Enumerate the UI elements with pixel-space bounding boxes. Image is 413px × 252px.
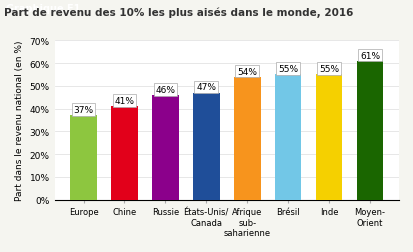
Text: 37%: 37% [73, 106, 93, 115]
Text: Part de revenu des 10% les plus aisés dans le monde, 2016: Part de revenu des 10% les plus aisés da… [4, 8, 353, 18]
Bar [315, 75, 342, 200]
Y-axis label: Part dans le revenu national (en %): Part dans le revenu national (en %) [15, 41, 24, 200]
Bar [274, 75, 301, 200]
Text: 55%: 55% [278, 65, 297, 74]
Text: 55%: 55% [318, 65, 338, 74]
Text: 61%: 61% [359, 51, 379, 60]
Bar [70, 116, 97, 200]
Text: Graphique E1: Graphique E1 [6, 4, 80, 14]
Bar [233, 77, 260, 200]
Text: 47%: 47% [196, 83, 216, 92]
Bar [356, 61, 382, 200]
Text: 54%: 54% [237, 67, 256, 76]
Bar [192, 93, 219, 200]
Text: 41%: 41% [114, 97, 134, 106]
Bar [152, 96, 178, 200]
Text: 46%: 46% [155, 85, 175, 94]
Bar [111, 107, 138, 200]
